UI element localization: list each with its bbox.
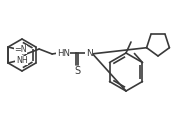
- Text: N: N: [86, 49, 93, 57]
- Text: NH: NH: [16, 56, 28, 65]
- Text: HN: HN: [57, 49, 70, 57]
- Text: =N: =N: [14, 45, 27, 54]
- Text: S: S: [74, 66, 80, 75]
